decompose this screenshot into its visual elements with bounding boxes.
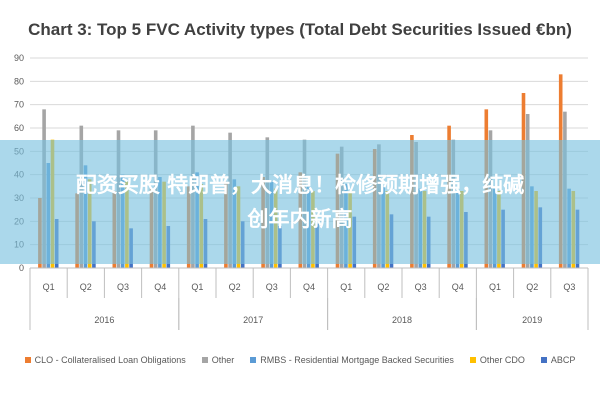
x-tick-label: Q3 [415, 282, 427, 292]
x-tick-label: Q4 [303, 282, 315, 292]
legend-item: RMBS - Residential Mortgage Backed Secur… [250, 355, 454, 365]
legend-swatch [540, 357, 547, 363]
legend-item: Other CDO [469, 355, 525, 365]
x-tick-label: Q1 [191, 282, 203, 292]
y-tick-label: 0 [19, 263, 24, 273]
legend: CLO - Collateralised Loan Obligations Oth… [0, 350, 600, 370]
legend-label: RMBS - Residential Mortgage Backed Secur… [260, 355, 454, 365]
news-headline: 配资买股 特朗普，大消息！检修预期增强，纯碱 创年内新高 [20, 168, 580, 236]
news-headline-line1: 配资买股 特朗普，大消息！检修预期增强，纯碱 [75, 173, 525, 197]
legend-label: Other [211, 355, 235, 365]
x-tick-label: Q3 [266, 282, 278, 292]
x-tick-label: Q2 [377, 282, 389, 292]
legend-label: Other CDO [479, 355, 525, 365]
legend-item: ABCP [540, 355, 576, 365]
year-label: 2019 [522, 315, 542, 325]
year-label: 2016 [94, 315, 114, 325]
x-axis: Q1 Q2 Q3 Q4 Q1 Q2 Q3 Q4 Q1 Q2 Q3 Q4 Q1 Q2 Q3 2016 2017 20… [29, 267, 589, 330]
news-headline-line2: 创年内新高 [247, 207, 353, 231]
legend-swatch [201, 357, 208, 363]
year-label: 2018 [392, 315, 412, 325]
legend-swatch [250, 357, 257, 363]
x-tick-label: Q3 [117, 282, 129, 292]
legend-swatch [469, 357, 476, 363]
legend-item: Other [201, 355, 235, 365]
legend-swatch [24, 357, 31, 363]
y-tick-label: 90 [14, 53, 24, 63]
chart-title: Chart 3: Top 5 FVC Activity types (Total… [28, 20, 572, 39]
y-tick-label: 60 [14, 123, 24, 133]
x-tick-label: Q4 [154, 282, 166, 292]
x-tick-label: Q4 [452, 282, 464, 292]
legend-label: CLO - Collateralised Loan Obligations [34, 355, 186, 365]
x-tick-label: Q1 [489, 282, 501, 292]
news-banner-overlay: 配资买股 特朗普，大消息！检修预期增强，纯碱 创年内新高 [0, 140, 600, 264]
x-tick-label: Q2 [80, 282, 92, 292]
y-tick-label: 70 [14, 100, 24, 110]
x-tick-label: Q1 [340, 282, 352, 292]
legend-item: CLO - Collateralised Loan Obligations [24, 355, 186, 365]
legend-label: ABCP [550, 355, 576, 365]
year-label: 2017 [243, 315, 263, 325]
y-tick-label: 80 [14, 76, 24, 86]
x-tick-label: Q2 [526, 282, 538, 292]
x-tick-label: Q2 [229, 282, 241, 292]
x-tick-label: Q1 [43, 282, 55, 292]
x-tick-label: Q3 [563, 282, 575, 292]
